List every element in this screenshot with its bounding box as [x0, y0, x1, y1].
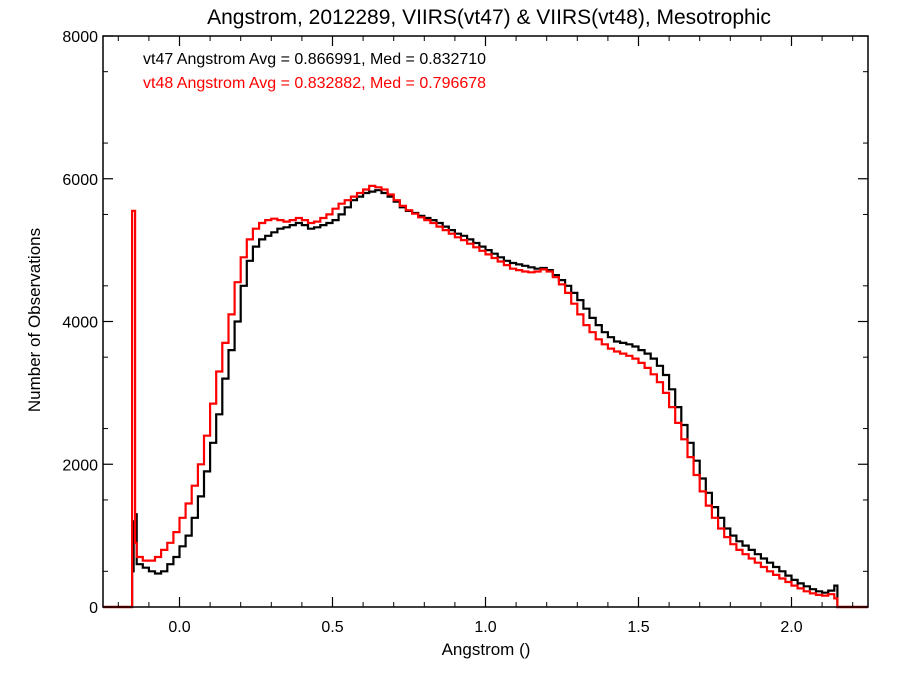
tick-labels-layer: 0.0 0.5 1.0 1.5 2.0 0 2000 4000 6000 8000 — [62, 29, 802, 636]
series-line-0 — [103, 189, 868, 609]
x-axis-label: Angstrom () — [442, 640, 531, 659]
x-tick-label: 1.5 — [627, 619, 649, 636]
x-tick-label: 0.5 — [321, 619, 343, 636]
stats-annotation: vt47 Angstrom Avg = 0.866991, Med = 0.83… — [143, 51, 486, 68]
chart-title: Angstrom, 2012289, VIIRS(vt47) & VIIRS(v… — [207, 6, 771, 29]
x-tick-label: 1.0 — [474, 619, 496, 636]
y-tick-label: 4000 — [62, 315, 98, 332]
x-tick-label: 2.0 — [780, 619, 802, 636]
y-axis-label: Number of Observations — [25, 228, 44, 412]
y-tick-label: 6000 — [62, 172, 98, 189]
plot-frame — [102, 35, 869, 608]
x-tick-label: 0.0 — [168, 619, 190, 636]
series-line-1 — [103, 184, 868, 609]
series-layer — [103, 184, 868, 609]
ticks-layer — [103, 35, 868, 608]
y-tick-label: 8000 — [62, 29, 98, 46]
annotations-layer: vt47 Angstrom Avg = 0.866991, Med = 0.83… — [143, 51, 486, 92]
stats-annotation: vt48 Angstrom Avg = 0.832882, Med = 0.79… — [143, 75, 486, 92]
y-tick-label: 2000 — [62, 457, 98, 474]
y-tick-label: 0 — [89, 600, 98, 617]
